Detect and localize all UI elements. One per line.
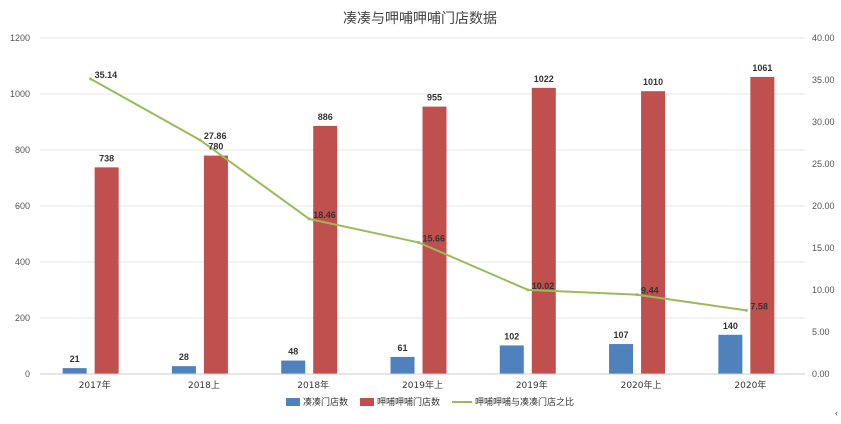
y-tick-label: 1000 xyxy=(10,89,30,99)
bar-layer xyxy=(62,76,775,375)
y2-tick-label: 35.00 xyxy=(812,75,835,85)
ratio-point xyxy=(417,240,420,244)
bar-value-label: 955 xyxy=(427,93,442,103)
ratio-point xyxy=(635,293,639,297)
ratio-value-label: 9.44 xyxy=(641,286,659,296)
bar-value-label: 780 xyxy=(208,142,223,152)
y2-tick-label: 15.00 xyxy=(812,243,835,253)
y-tick-label: 600 xyxy=(15,201,30,211)
ratio-value-label: 27.86 xyxy=(204,131,227,141)
bar-value-label: 21 xyxy=(70,354,80,364)
bar-value-label: 48 xyxy=(288,347,298,357)
ratio-value-label: 10.02 xyxy=(532,281,555,291)
ratio-point xyxy=(307,217,311,221)
bar-coucou xyxy=(609,344,634,374)
x-tick-label: 2020年上 xyxy=(621,379,662,391)
scroll-arrow-icon[interactable]: ‹ xyxy=(835,408,838,418)
bar-xiabu xyxy=(641,91,666,374)
bar-value-label: 107 xyxy=(614,330,629,340)
x-tick-label: 2018年 xyxy=(297,379,329,391)
ratio-point xyxy=(89,77,93,81)
y2-tick-label: 10.00 xyxy=(812,285,835,295)
label-layer: 21 28 48 61 102 107 140 738 780 886 955 1022 1010 106… xyxy=(70,63,773,364)
legend: 凑凑门店数 呷哺呷哺门店数 呷哺呷哺与凑凑门店之比 xyxy=(286,396,574,408)
x-tick-label: 2020年 xyxy=(734,379,766,391)
bar-xiabu xyxy=(750,76,775,375)
bar-value-label: 1061 xyxy=(752,63,772,73)
bar-value-label: 1022 xyxy=(534,74,554,84)
y-tick-label: 200 xyxy=(15,313,30,323)
bar-coucou xyxy=(281,360,306,374)
bar-coucou xyxy=(718,334,743,374)
y2-tick-label: 30.00 xyxy=(812,117,835,127)
bar-coucou xyxy=(390,356,415,374)
bar-value-label: 886 xyxy=(318,112,333,122)
bar-value-label: 140 xyxy=(723,321,738,331)
ratio-value-label: 35.14 xyxy=(95,70,118,80)
y2-tick-label: 20.00 xyxy=(812,201,835,211)
bar-coucou xyxy=(62,368,87,374)
legend-label[interactable]: 凑凑门店数 xyxy=(303,396,348,408)
legend-label[interactable]: 呷哺呷哺与凑凑门店之比 xyxy=(475,396,574,408)
y2-tick-label: 0.00 xyxy=(812,369,830,379)
y-tick-label: 1200 xyxy=(10,33,30,43)
axis-layer: 0 200 400 600 800 1000 1200 0.00 5.00 10.00 15.00 2… xyxy=(10,33,835,391)
legend-label[interactable]: 呷哺呷哺门店数 xyxy=(377,396,440,408)
bar-value-label: 61 xyxy=(397,343,407,353)
y-tick-label: 400 xyxy=(15,257,30,267)
bar-coucou xyxy=(171,366,196,374)
y2-tick-label: 25.00 xyxy=(812,159,835,169)
y2-tick-label: 40.00 xyxy=(812,33,835,43)
bar-value-label: 1010 xyxy=(643,77,663,87)
legend-swatch xyxy=(360,398,375,406)
x-tick-label: 2019年 xyxy=(516,379,548,391)
ratio-point xyxy=(744,308,748,312)
ratio-value-label: 7.58 xyxy=(750,301,768,311)
line-layer xyxy=(89,77,748,312)
y-tick-label: 0 xyxy=(25,369,30,379)
bar-xiabu xyxy=(313,125,338,374)
y2-tick-label: 5.00 xyxy=(812,327,830,337)
chart-title: 凑凑与呷哺呷哺门店数据 xyxy=(343,10,497,27)
x-tick-label: 2018上 xyxy=(188,380,220,391)
x-tick-label: 2019年上 xyxy=(402,379,443,391)
bar-value-label: 738 xyxy=(99,153,114,163)
bar-value-label: 28 xyxy=(179,352,189,362)
ratio-point xyxy=(198,138,202,142)
bar-value-label: 102 xyxy=(504,331,519,341)
y-tick-label: 800 xyxy=(15,145,30,155)
bar-xiabu xyxy=(422,106,447,374)
bar-xiabu xyxy=(531,87,556,374)
ratio-point xyxy=(526,288,530,292)
ratio-value-label: 15.66 xyxy=(423,233,446,243)
bar-xiabu xyxy=(203,155,228,374)
bar-xiabu xyxy=(94,167,119,374)
ratio-value-label: 18.46 xyxy=(313,210,336,220)
bar-coucou xyxy=(499,345,524,374)
legend-swatch xyxy=(286,398,300,406)
x-tick-label: 2017年 xyxy=(79,379,111,391)
